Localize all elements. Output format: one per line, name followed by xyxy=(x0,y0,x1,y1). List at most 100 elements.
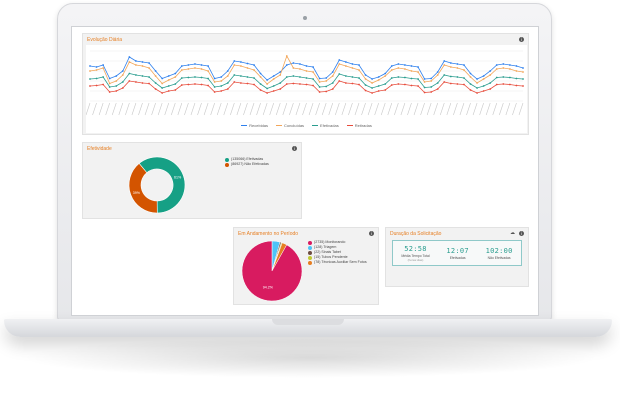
data-point xyxy=(430,91,433,93)
data-point xyxy=(161,92,164,94)
data-point xyxy=(246,82,249,85)
laptop-notch xyxy=(272,319,344,325)
data-point xyxy=(95,84,98,87)
data-point xyxy=(443,81,446,83)
data-point xyxy=(449,62,452,64)
legend-item[interactable]: Concluídas xyxy=(276,123,304,128)
info-icon[interactable]: i xyxy=(519,37,524,42)
panel-title: Evolução Diária xyxy=(87,37,123,43)
x-tick-label xyxy=(138,102,143,116)
data-point xyxy=(174,83,177,85)
data-point xyxy=(318,91,321,93)
data-point xyxy=(141,75,144,77)
info-icon[interactable]: i xyxy=(369,231,374,236)
data-point xyxy=(246,67,249,69)
legend-item[interactable]: Retiradas xyxy=(346,123,372,128)
x-tick-label xyxy=(98,102,104,116)
legend-item[interactable]: (128) Triagem xyxy=(308,245,376,250)
legend-item[interactable]: Efetivadas xyxy=(312,123,339,128)
legend-item[interactable]: (2735) Monitorando xyxy=(308,240,376,245)
data-point xyxy=(351,76,354,78)
data-point xyxy=(226,75,229,77)
data-point xyxy=(456,76,459,78)
data-point xyxy=(482,85,485,87)
duracao-panel: Duração da Solicitação ☁ i 52:58 Média T… xyxy=(385,227,529,287)
legend-item[interactable]: Recebidas xyxy=(241,123,268,128)
x-tick-label xyxy=(249,102,255,116)
data-point xyxy=(410,65,413,67)
data-point xyxy=(200,68,203,70)
data-point xyxy=(404,68,406,70)
data-point xyxy=(397,76,400,78)
data-point xyxy=(115,90,118,92)
x-tick-label xyxy=(466,102,471,116)
data-point xyxy=(469,72,472,75)
x-tick-label xyxy=(157,102,163,116)
legend-item[interactable]: (86927) Não Efetivadas xyxy=(225,162,299,167)
line-legend: Recebidas Concluídas Efetivadas Retirada… xyxy=(86,123,527,128)
data-point xyxy=(207,77,209,80)
data-point xyxy=(410,77,413,80)
data-point xyxy=(220,80,223,82)
efetividade-panel: Efetividade i 61% 39% (135066) Efetivadas… xyxy=(82,142,302,219)
x-tick-label xyxy=(151,102,156,116)
legend-swatch xyxy=(312,125,319,126)
data-point xyxy=(469,83,472,85)
data-point xyxy=(384,75,387,77)
data-point xyxy=(469,76,472,78)
data-point xyxy=(135,64,137,66)
data-point xyxy=(128,80,131,82)
data-point xyxy=(318,86,321,88)
legend-label: Concluídas xyxy=(284,123,305,128)
data-point xyxy=(404,83,406,86)
x-tick-label xyxy=(426,102,432,116)
laptop-base xyxy=(4,319,612,337)
pie-slice xyxy=(241,240,303,302)
data-point xyxy=(161,82,164,85)
data-point xyxy=(279,88,282,90)
data-point xyxy=(226,70,229,72)
data-point xyxy=(121,81,124,83)
x-tick-label xyxy=(367,102,373,116)
data-point xyxy=(141,61,144,63)
info-icon[interactable]: i xyxy=(292,146,297,151)
data-point xyxy=(384,83,387,85)
donut-slice xyxy=(138,156,186,214)
kpi-label: Não Efetivadas xyxy=(487,255,511,260)
data-point xyxy=(174,89,177,91)
data-point xyxy=(325,90,328,93)
data-point xyxy=(331,88,334,90)
data-point xyxy=(495,68,498,70)
data-point xyxy=(495,64,498,66)
data-point xyxy=(463,83,465,86)
legend-item[interactable]: (135066) Efetivadas xyxy=(225,157,299,162)
data-point xyxy=(384,89,387,91)
data-point xyxy=(180,69,183,71)
data-point xyxy=(220,90,223,92)
data-point xyxy=(436,71,439,73)
data-point xyxy=(456,63,459,65)
kpi-label: Média Tempo Total xyxy=(401,253,430,258)
data-point xyxy=(213,77,216,80)
data-point xyxy=(358,64,360,66)
legend-swatch xyxy=(241,125,248,126)
data-point xyxy=(89,65,91,67)
data-point xyxy=(266,83,269,85)
data-point xyxy=(148,76,150,78)
data-point xyxy=(285,55,288,57)
legend-dot xyxy=(225,162,229,167)
data-point xyxy=(180,84,183,86)
data-point xyxy=(246,76,249,78)
data-point xyxy=(397,67,400,69)
data-point xyxy=(115,80,118,82)
legend-item[interactable]: (22) Sinais Tabet xyxy=(308,250,376,255)
legend-item[interactable]: (15) Tubos Pendente xyxy=(308,255,376,260)
legend-item[interactable]: (78) Técnicas Auxiliar Sem Fotos xyxy=(308,260,376,265)
kpi-label: Efetivadas xyxy=(449,255,466,260)
data-point xyxy=(522,78,524,80)
x-tick-label xyxy=(243,102,248,116)
info-icon[interactable]: i xyxy=(519,231,524,236)
cloud-download-icon[interactable]: ☁ xyxy=(510,230,515,236)
data-point xyxy=(299,63,301,65)
data-point xyxy=(331,71,334,73)
